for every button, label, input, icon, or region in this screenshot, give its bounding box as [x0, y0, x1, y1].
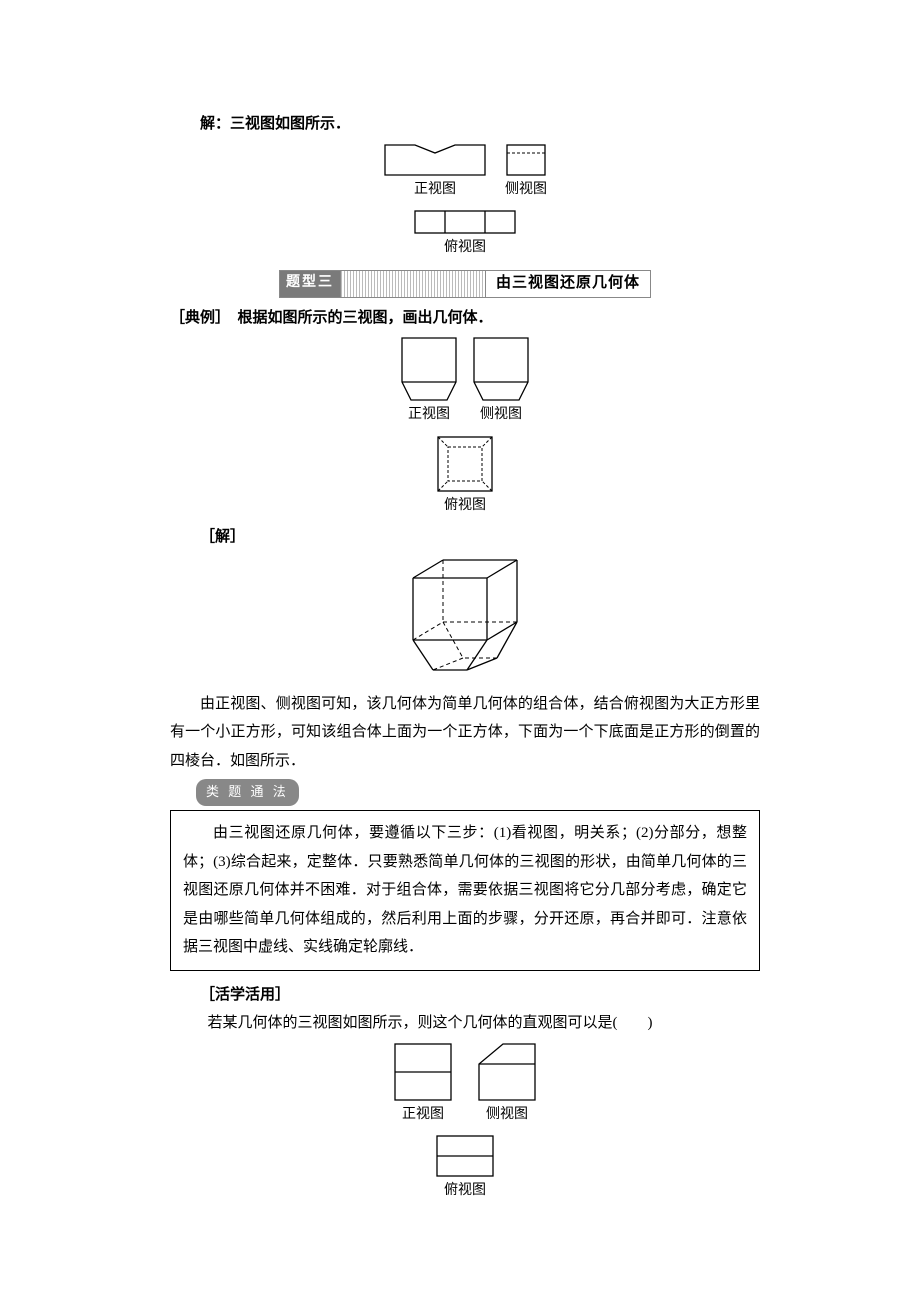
banner-title: 由三视图还原几何体	[486, 271, 650, 297]
fig1-front-label: 正视图	[383, 177, 487, 204]
fig1-side-view	[505, 143, 547, 177]
figure-3	[170, 556, 760, 686]
page: 解：三视图如图所示． 正视图 侧视图 俯视图 题型三 由三视图还原几何体 ［典例…	[0, 0, 920, 1302]
fig4-side-view	[477, 1042, 537, 1102]
intro-line: 解：三视图如图所示．	[170, 110, 760, 139]
fig4-side-label: 侧视图	[477, 1102, 537, 1129]
fig4-top-label: 俯视图	[170, 1178, 760, 1205]
figure-2: 正视图 侧视图 俯视图	[170, 336, 760, 519]
explain-para: 由正视图、侧视图可知，该几何体为简单几何体的组合体，结合俯视图为大正方形里有一个…	[170, 690, 760, 776]
fig1-top-label: 俯视图	[170, 235, 760, 262]
banner-stripe	[340, 271, 486, 297]
method-text: 由三视图还原几何体，要遵循以下三步：(1)看视图，明关系；(2)分部分，想整体；…	[183, 819, 747, 962]
fig1-front-view	[383, 143, 487, 177]
fig3-solid	[395, 556, 535, 686]
fig2-front-label: 正视图	[400, 402, 458, 429]
example-line: ［典例］ 根据如图所示的三视图，画出几何体．	[170, 304, 760, 333]
solve-label: ［解］	[170, 523, 760, 552]
figure-1: 正视图 侧视图 俯视图	[170, 143, 760, 262]
practice-question: 若某几何体的三视图如图所示，则这个几何体的直观图可以是( )	[170, 1009, 760, 1038]
section-banner: 题型三 由三视图还原几何体	[279, 270, 651, 298]
fig2-side-label: 侧视图	[472, 402, 530, 429]
fig4-front-view	[393, 1042, 453, 1102]
fig2-side-view	[472, 336, 530, 402]
fig2-top-label: 俯视图	[170, 493, 760, 520]
practice-head: ［活学活用］	[170, 981, 760, 1010]
fig1-top-view	[413, 209, 517, 235]
fig1-side-label: 侧视图	[505, 177, 547, 204]
method-pill: 类 题 通 法	[196, 779, 299, 806]
fig4-front-label: 正视图	[393, 1102, 453, 1129]
method-box: 由三视图还原几何体，要遵循以下三步：(1)看视图，明关系；(2)分部分，想整体；…	[170, 810, 760, 971]
method-pill-wrap: 类 题 通 法	[170, 775, 760, 808]
figure-4: 正视图 侧视图 俯视图	[170, 1042, 760, 1205]
fig4-top-view	[435, 1134, 495, 1178]
banner-tag: 题型三	[280, 271, 340, 297]
fig2-front-view	[400, 336, 458, 402]
fig2-top-view	[436, 435, 494, 493]
